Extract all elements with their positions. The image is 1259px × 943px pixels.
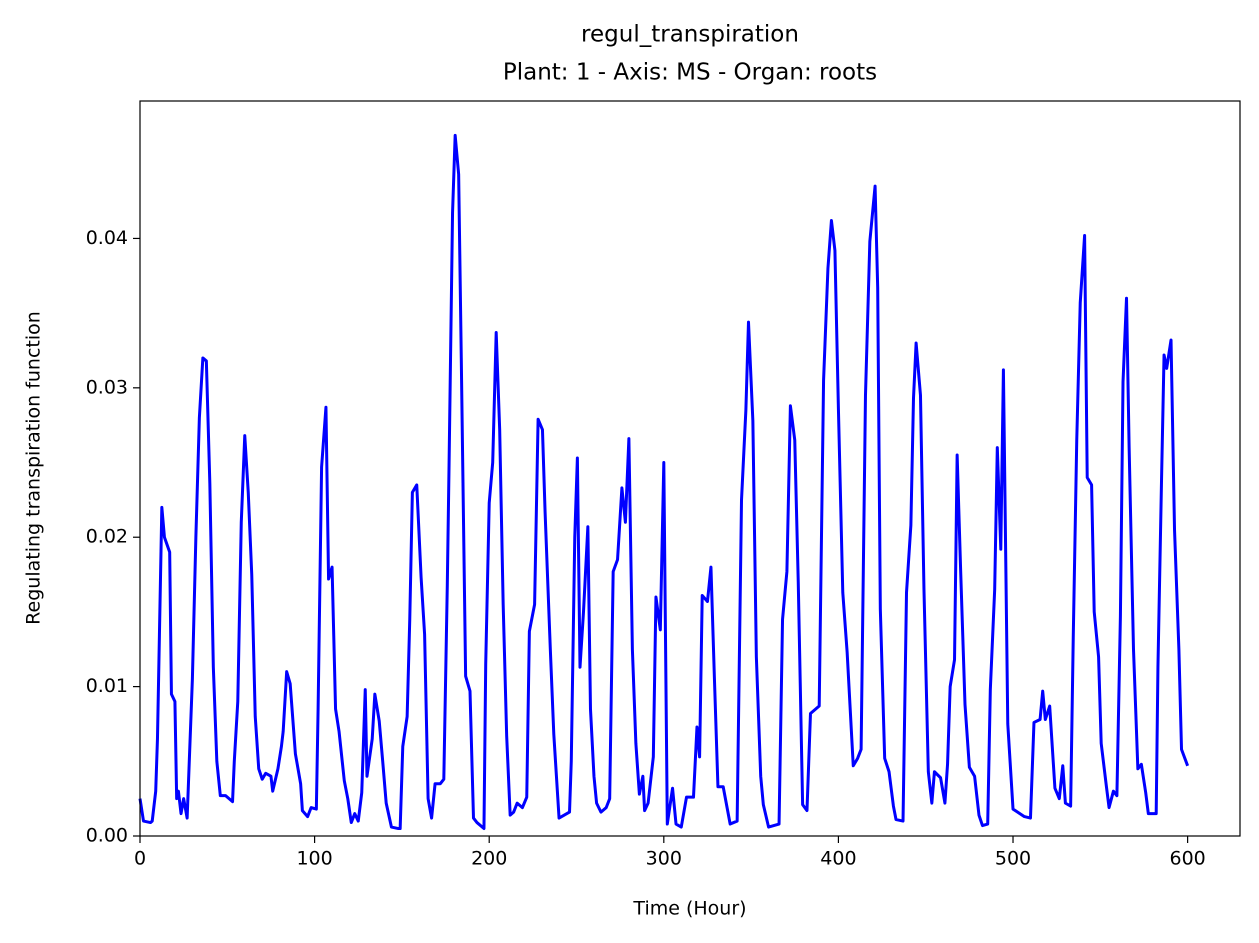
x-axis-label: Time (Hour)	[632, 898, 746, 920]
y-tick-label: 0.01	[86, 675, 128, 697]
x-tick-label: 100	[296, 848, 332, 870]
chart-subtitle: Plant: 1 - Axis: MS - Organ: roots	[503, 60, 877, 86]
x-tick-label: 0	[134, 848, 146, 870]
plot-frame	[139, 100, 1241, 837]
y-tick-label: 0.03	[86, 376, 128, 398]
line-series	[138, 133, 1190, 831]
x-tick-label: 400	[820, 848, 856, 870]
y-tick-label: 0.02	[86, 526, 128, 548]
y-axis-label: Regulating transpiration function	[23, 311, 45, 625]
y-tick-label: 0.00	[86, 825, 128, 847]
x-tick-label: 500	[995, 848, 1031, 870]
x-tick-label: 300	[646, 848, 682, 870]
y-tick-label: 0.04	[86, 227, 128, 249]
x-tick-label: 600	[1169, 848, 1205, 870]
chart-title: regul_transpiration	[581, 22, 799, 48]
x-tick-label: 200	[471, 848, 507, 870]
